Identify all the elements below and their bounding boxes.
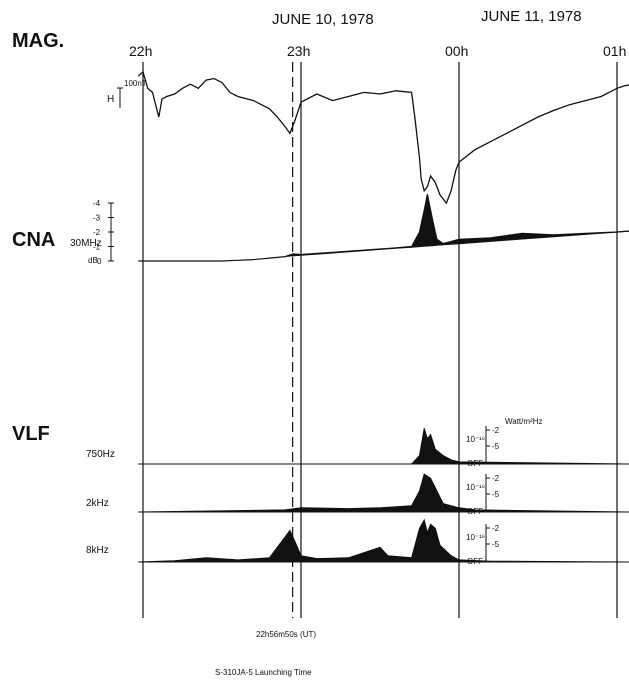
vlf-8khz-trace: [138, 518, 629, 563]
cna-panel-label: CNA: [12, 229, 55, 251]
launch-caption: S-310JA-5 Launching Time: [215, 668, 312, 677]
vlf-unit-label: Watt/m²Hz: [505, 417, 542, 426]
vlf-scales: Watt/m²Hz 10⁻¹⁶ OFF -2 -5 10⁻¹⁶ OFF -2 -5 10⁻¹⁶ O…: [466, 417, 542, 566]
vlf-scale-exp-2: 10⁻¹⁶: [466, 533, 485, 542]
hour-labels: 22h 23h 00h 01h: [129, 43, 626, 59]
vlf-scale-tick-1-1: -5: [492, 490, 500, 499]
date-june-10: JUNE 10, 1978: [272, 11, 374, 28]
vlf-panel-label: VLF: [12, 423, 50, 445]
cna-tick-label-4: -4: [93, 199, 101, 208]
cna-tick-label-3: -3: [93, 214, 101, 223]
vlf-off-label-0: OFF: [467, 459, 483, 468]
hour-label-3: 01h: [603, 43, 626, 59]
mag-channel-label: H: [107, 94, 114, 105]
cna-tick-label-2: -2: [93, 228, 101, 237]
cna-trace: [138, 194, 629, 262]
vlf-2khz-label: 2kHz: [86, 498, 109, 509]
vlf-scale-exp-1: 10⁻¹⁶: [466, 483, 485, 492]
vlf-scale-tick-2-0: -2: [492, 524, 500, 533]
vlf-scale-exp-0: 10⁻¹⁶: [466, 435, 485, 444]
cna-tick-label-1: -1: [93, 243, 101, 252]
vlf-scale-tick-0-0: -2: [492, 426, 500, 435]
vlf-scale-tick-2-1: -5: [492, 540, 500, 549]
mag-panel-label: MAG.: [12, 30, 64, 52]
vlf-scale-tick-1-0: -2: [492, 474, 500, 483]
cna-unit-label: dB: [88, 256, 98, 265]
hour-lines: [142, 62, 618, 618]
traces: [137, 70, 629, 563]
launch-time-label: 22h56m50s (UT): [256, 630, 316, 639]
mag-trace: [137, 70, 629, 205]
hour-label-0: 22h: [129, 43, 152, 59]
vlf-750hz-label: 750Hz: [86, 449, 115, 460]
vlf-2khz-trace: [138, 473, 629, 513]
cna-channel-label: 30MHz: [70, 238, 102, 249]
hour-label-1: 23h: [287, 43, 310, 59]
mag-scale-label: 100nT: [124, 79, 147, 88]
vlf-scale-tick-0-1: -5: [492, 442, 500, 451]
date-june-11: JUNE 11, 1978: [481, 8, 582, 25]
mag-scale: H 100nT: [107, 79, 147, 108]
vlf-8khz-label: 8kHz: [86, 545, 109, 556]
vlf-off-label-2: OFF: [467, 557, 483, 566]
cna-fill: [138, 194, 629, 261]
vlf-off-label-1: OFF: [467, 507, 483, 516]
vlf-750hz-trace: [138, 428, 629, 465]
cna-tick-label-0: 0: [97, 257, 102, 266]
hour-label-2: 00h: [445, 43, 468, 59]
cna-axis: dB 0 -1 -2 -3 -4: [88, 199, 114, 266]
